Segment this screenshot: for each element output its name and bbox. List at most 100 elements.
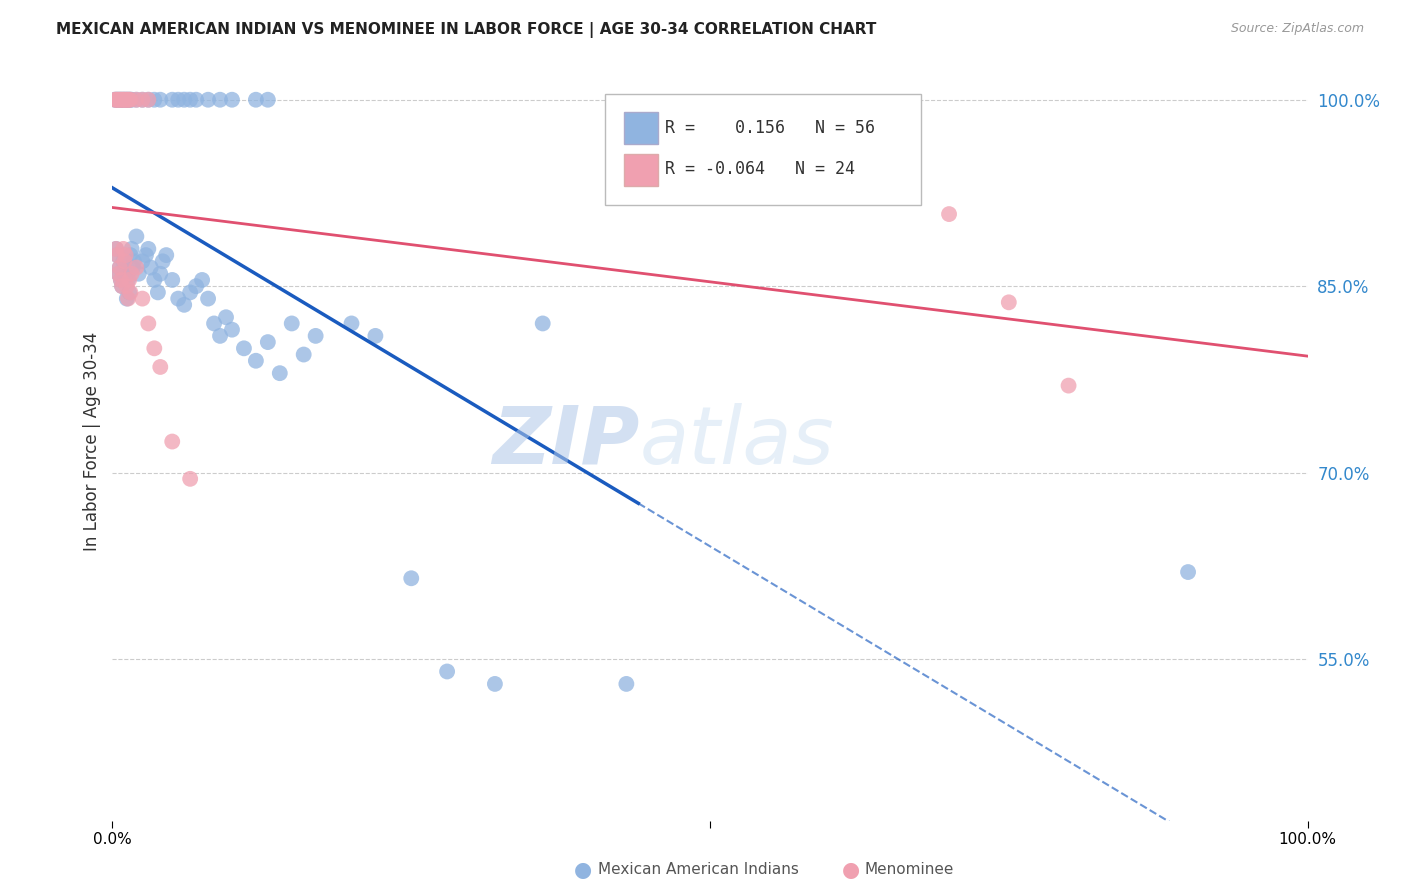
Point [138,93,160,107]
Point [281,317,304,331]
Point [215,310,238,325]
Text: MEXICAN AMERICAN INDIAN VS MENOMINEE IN LABOR FORCE | AGE 30-34 CORRELATION CHAR: MEXICAN AMERICAN INDIAN VS MENOMINEE IN … [56,22,876,38]
Point [209,93,232,107]
Point [162,434,183,449]
Point [114,254,135,268]
Point [173,298,195,312]
Point [269,366,291,380]
Point [179,93,201,107]
Point [112,254,135,268]
Point [120,285,142,300]
Point [105,242,128,256]
Point [117,93,139,107]
Point [105,242,128,256]
Point [616,677,638,691]
Point [162,93,183,107]
Point [531,317,554,331]
Point [135,248,157,262]
Point [179,472,201,486]
Point [143,273,166,287]
Point [138,93,160,107]
Point [257,93,280,107]
Point [202,317,225,331]
Y-axis label: In Labor Force | Age 30-34: In Labor Force | Age 30-34 [83,332,101,551]
Point [125,229,148,244]
Point [118,93,141,107]
Point [107,93,129,107]
Point [162,273,183,287]
Point [112,242,135,256]
Point [436,665,458,679]
Point [121,260,143,275]
Point [105,248,128,262]
Point [122,254,145,268]
Point [114,269,136,284]
Point [128,267,150,281]
Point [115,292,138,306]
Point [111,93,134,107]
Point [131,93,153,107]
Point [120,248,142,262]
Point [131,254,153,268]
Point [111,279,134,293]
Text: Menominee: Menominee [865,863,955,877]
Point [143,341,166,355]
Point [104,93,127,107]
Point [108,93,131,107]
Point [121,93,143,107]
Point [111,93,134,107]
Point [114,93,135,107]
Point [108,93,131,107]
Point [118,93,141,107]
Point [112,93,135,107]
Point [115,279,138,293]
Point [104,93,127,107]
Point [107,267,129,281]
Point [125,93,148,107]
Point [114,248,136,262]
Point [120,93,142,107]
Point [107,93,129,107]
Point [115,93,138,107]
Point [167,292,190,306]
Point [108,260,131,275]
Point [221,93,243,107]
Point [110,273,132,287]
Point [138,242,160,256]
Point [139,260,162,275]
Point [167,93,190,107]
Point [114,93,136,107]
Point [105,93,128,107]
Point [186,93,208,107]
Point [149,267,172,281]
Point [131,93,153,107]
Point [114,93,135,107]
Text: atlas: atlas [640,402,835,481]
Text: R = -0.064   N = 24: R = -0.064 N = 24 [665,161,855,178]
Point [108,260,131,275]
Point [105,93,128,107]
Point [1177,565,1199,579]
Point [107,267,129,281]
Point [121,267,143,281]
Text: Mexican American Indians: Mexican American Indians [598,863,799,877]
Point [197,93,219,107]
Point [938,207,960,221]
Point [118,273,141,287]
Point [245,93,267,107]
Point [1057,378,1080,392]
Point [143,93,166,107]
Point [233,341,256,355]
Point [292,347,315,361]
Point [131,292,153,306]
Point [401,571,423,585]
Point [105,93,128,107]
Point [125,260,148,275]
Point [484,677,506,691]
Point [209,329,232,343]
Text: Source: ZipAtlas.com: Source: ZipAtlas.com [1230,22,1364,36]
Point [998,295,1021,310]
Point [364,329,387,343]
Text: ●: ● [575,860,592,880]
Point [121,242,143,256]
